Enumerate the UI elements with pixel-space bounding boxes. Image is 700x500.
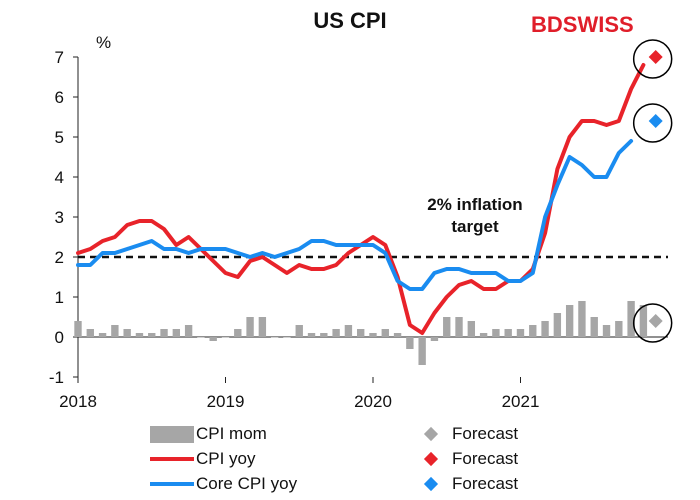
bar-cpi-mom	[307, 333, 316, 337]
bar-cpi-mom	[590, 317, 598, 337]
bar-cpi-mom	[209, 337, 217, 341]
bar-cpi-mom	[246, 317, 254, 337]
forecast-highlight-circle	[632, 39, 673, 79]
bar-cpi-mom	[529, 325, 537, 337]
y-tick-label: 0	[55, 328, 64, 347]
legend-label: Forecast	[452, 449, 519, 468]
y-axis-label: %	[96, 33, 111, 52]
bar-cpi-mom	[98, 333, 107, 337]
x-tick-label: 2020	[354, 392, 392, 411]
bar-cpi-mom	[443, 317, 451, 337]
forecast-highlight-circle	[632, 103, 673, 143]
forecast-marker	[648, 50, 663, 64]
bar-cpi-mom	[369, 333, 377, 337]
bar-cpi-mom	[172, 329, 181, 337]
bar-cpi-mom	[492, 329, 500, 337]
bar-cpi-mom	[74, 321, 82, 337]
y-tick-label: 2	[55, 248, 64, 267]
y-tick-label: 5	[55, 128, 64, 147]
brand-logo: BDSWISS	[531, 12, 634, 37]
forecast-highlight-circle	[632, 303, 673, 343]
bar-cpi-mom	[541, 321, 549, 337]
y-tick-label: 4	[55, 168, 64, 187]
bar-cpi-mom	[332, 329, 340, 337]
plot-area: -1 0 1 2 3 4 5 6 7% 2018 2019 2020 2021 2% inflation t…	[49, 33, 673, 411]
bar-cpi-mom	[627, 301, 635, 337]
legend-label: CPI mom	[196, 424, 267, 443]
x-tick-label: 2018	[59, 392, 97, 411]
bar-cpi-mom	[357, 329, 365, 337]
legend-label: Forecast	[452, 474, 519, 493]
legend-swatch-diamond	[423, 426, 439, 442]
bar-cpi-mom	[381, 329, 389, 337]
bar-cpi-mom	[283, 337, 291, 338]
bar-cpi-mom	[553, 313, 562, 337]
y-tick-label: 1	[55, 288, 64, 307]
bar-cpi-mom	[455, 317, 463, 337]
legend-swatch-diamond	[423, 451, 439, 467]
bar-cpi-mom	[221, 337, 230, 338]
bar-cpi-mom	[148, 333, 156, 337]
x-tick-label: 2021	[502, 392, 540, 411]
bar-cpi-mom	[111, 325, 119, 337]
inflation-target-label: target	[451, 217, 499, 236]
bar-cpi-mom	[406, 337, 414, 349]
legend-swatch-diamond	[423, 476, 439, 492]
bar-cpi-mom	[123, 329, 131, 337]
bar-cpi-mom	[565, 305, 574, 337]
bar-cpi-mom	[234, 329, 242, 337]
bar-cpi-mom	[270, 337, 279, 338]
bar-cpi-mom	[504, 329, 512, 337]
legend: CPI mom Forecast CPI yoy Forecast Core CPI y…	[0, 420, 700, 500]
bar-cpi-mom	[258, 317, 267, 337]
y-tick-label: 6	[55, 88, 64, 107]
legend-label: CPI yoy	[196, 449, 256, 468]
bar-cpi-mom	[393, 333, 402, 337]
legend-swatch-bar	[150, 426, 194, 443]
bar-cpi-mom	[320, 333, 328, 337]
y-tick-label: 7	[55, 48, 64, 67]
bar-cpi-mom	[467, 321, 476, 337]
line-core-cpi-yoy	[76, 139, 634, 291]
forecast-marker	[648, 314, 663, 328]
bar-cpi-mom	[418, 337, 426, 365]
chart-title: US CPI	[313, 8, 387, 33]
bar-cpi-mom	[295, 325, 303, 337]
legend-label: Core CPI yoy	[196, 474, 298, 493]
line-cpi-yoy	[76, 63, 646, 335]
y-tick-label: -1	[49, 368, 64, 387]
bar-cpi-mom	[430, 337, 439, 341]
bar-cpi-mom	[516, 329, 525, 337]
bar-cpi-mom	[344, 325, 353, 337]
bar-cpi-mom	[197, 337, 205, 338]
x-tick-label: 2019	[207, 392, 245, 411]
bar-cpi-mom	[135, 333, 144, 337]
bar-cpi-mom	[615, 321, 623, 337]
bar-cpi-mom	[184, 325, 193, 337]
bar-cpi-mom	[639, 305, 648, 337]
legend-label: Forecast	[452, 424, 519, 443]
bar-cpi-mom	[479, 333, 488, 337]
bar-cpi-mom	[86, 329, 94, 337]
legend-swatch-line	[150, 457, 194, 461]
y-tick-label: 3	[55, 208, 64, 227]
bar-cpi-mom	[160, 329, 168, 337]
inflation-target-label: 2% inflation	[427, 195, 522, 214]
forecast-marker	[648, 114, 663, 128]
bar-cpi-mom	[578, 301, 586, 337]
legend-swatch-line	[150, 482, 194, 486]
bar-cpi-mom	[602, 325, 611, 337]
